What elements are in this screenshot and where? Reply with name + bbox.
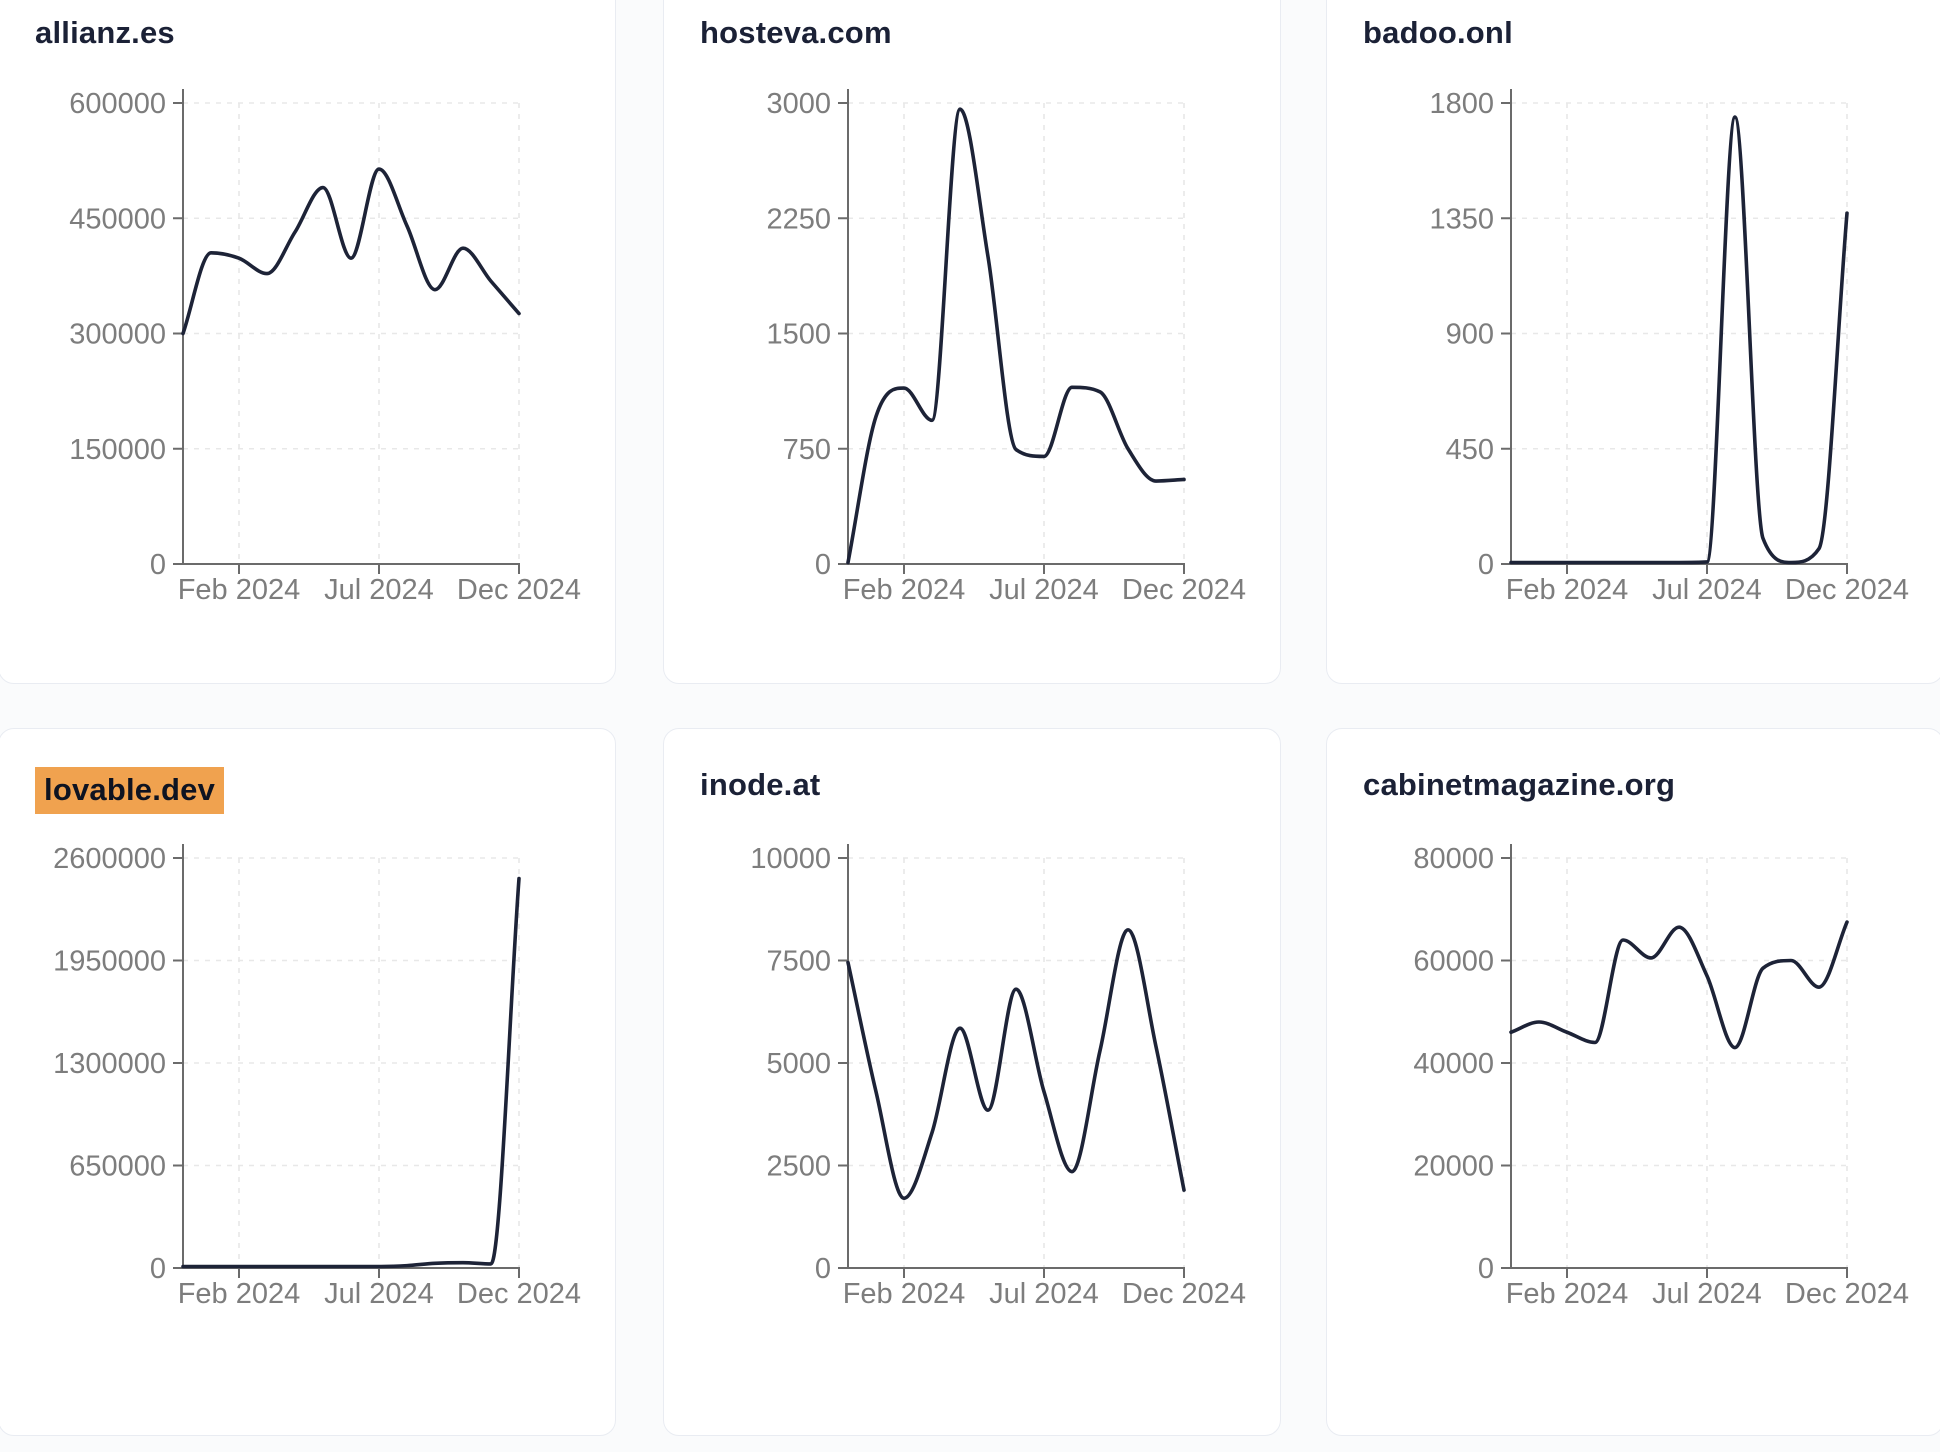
x-tick-label: Feb 2024 (178, 574, 301, 606)
trend-line (846, 927, 1186, 1201)
domain-title[interactable]: allianz.es (35, 15, 175, 51)
domain-card-cabinetmagazine: cabinetmagazine.org 0 20000 40000 60000 8000… (1326, 728, 1940, 1436)
y-tick-label: 10000 (750, 843, 831, 875)
y-tick-label: 40000 (1413, 1048, 1494, 1080)
y-tick-label: 0 (1478, 549, 1494, 581)
x-tick-label: Jul 2024 (1652, 574, 1762, 606)
traffic-line-chart: 0 450 900 1350 1800 Feb 2024 Jul 2024 Dec 2024 (1429, 88, 1909, 606)
domain-title[interactable]: inode.at (700, 767, 820, 803)
y-tick-label: 60000 (1413, 946, 1494, 978)
trend-line (1509, 920, 1849, 1050)
x-tick-label: Dec 2024 (1785, 1278, 1909, 1310)
y-tick-label: 80000 (1413, 843, 1494, 875)
x-tick-label: Dec 2024 (457, 574, 581, 606)
y-tick-label: 450 (1446, 434, 1494, 466)
y-tick-label: 7500 (766, 946, 831, 978)
domain-card-badoo: badoo.onl 0 450 900 1350 1800 Feb 2024 Jul 202… (1326, 0, 1940, 684)
y-tick-label: 600000 (69, 88, 166, 120)
domain-title[interactable]: cabinetmagazine.org (1363, 767, 1675, 803)
x-tick-label: Jul 2024 (989, 1278, 1099, 1310)
domain-title[interactable]: badoo.onl (1363, 15, 1513, 51)
y-tick-label: 0 (1478, 1253, 1494, 1285)
y-tick-label: 3000 (766, 88, 831, 120)
traffic-line-chart: 0 650000 1300000 1950000 2600000 Feb 2024 Jul … (53, 843, 581, 1310)
y-tick-label: 1800 (1429, 88, 1494, 120)
trend-line (1509, 115, 1849, 565)
y-tick-label: 2600000 (53, 843, 166, 875)
x-tick-label: Feb 2024 (178, 1278, 301, 1310)
domain-title-text: hosteva.com (700, 15, 892, 50)
y-tick-label: 450000 (69, 203, 166, 235)
domain-title-text: allianz.es (35, 15, 175, 50)
x-tick-label: Jul 2024 (1652, 1278, 1762, 1310)
domain-title-text: inode.at (700, 767, 821, 802)
domain-title-text: badoo.onl (1363, 15, 1513, 50)
y-tick-label: 1500 (766, 319, 831, 351)
x-tick-label: Dec 2024 (1122, 1278, 1246, 1310)
y-tick-label: 1350 (1429, 203, 1494, 235)
x-tick-label: Dec 2024 (1122, 574, 1246, 606)
x-tick-label: Dec 2024 (457, 1278, 581, 1310)
traffic-line-chart: 0 2500 5000 7500 10000 Feb 2024 Jul 2024 Dec 20… (750, 843, 1246, 1310)
y-tick-label: 650000 (69, 1151, 166, 1183)
x-tick-label: Feb 2024 (1506, 574, 1629, 606)
x-tick-label: Feb 2024 (843, 1278, 966, 1310)
domain-card-hosteva: hosteva.com 0 750 1500 2250 3000 Feb 2024 Jul … (663, 0, 1281, 684)
y-tick-label: 150000 (69, 434, 166, 466)
domain-title-text: cabinetmagazine.org (1363, 767, 1676, 802)
trend-line (846, 107, 1186, 565)
traffic-line-chart: 0 150000 300000 450000 600000 Feb 2024 Jul 202… (69, 88, 581, 606)
y-tick-label: 1300000 (53, 1048, 166, 1080)
x-tick-label: Feb 2024 (843, 574, 966, 606)
x-tick-label: Jul 2024 (989, 574, 1099, 606)
x-tick-label: Feb 2024 (1506, 1278, 1629, 1310)
y-tick-label: 2250 (766, 203, 831, 235)
x-tick-label: Jul 2024 (324, 1278, 434, 1310)
trend-line (181, 876, 521, 1269)
domain-title-text-highlighted: lovable.dev (35, 767, 225, 814)
domain-card-allianz: allianz.es 0 150000 300000 450000 600000 Feb … (0, 0, 616, 684)
y-tick-label: 2500 (766, 1151, 831, 1183)
x-tick-label: Dec 2024 (1785, 574, 1909, 606)
traffic-line-chart: 0 750 1500 2250 3000 Feb 2024 Jul 2024 Dec 2024 (766, 88, 1246, 606)
y-tick-label: 0 (815, 1253, 831, 1285)
y-tick-label: 5000 (766, 1048, 831, 1080)
x-tick-label: Jul 2024 (324, 574, 434, 606)
y-tick-label: 300000 (69, 319, 166, 351)
trend-line (181, 167, 521, 336)
y-tick-label: 900 (1446, 319, 1494, 351)
traffic-line-chart: 0 20000 40000 60000 80000 Feb 2024 Jul 2024 Dec… (1413, 843, 1909, 1310)
y-tick-label: 750 (783, 434, 831, 466)
y-tick-label: 0 (815, 549, 831, 581)
y-tick-label: 1950000 (53, 946, 166, 978)
domain-title[interactable]: hosteva.com (700, 15, 892, 51)
y-tick-label: 0 (150, 549, 166, 581)
domain-card-inode: inode.at 0 2500 5000 7500 10000 Feb 2024 Jul 2… (663, 728, 1281, 1436)
y-tick-label: 0 (150, 1253, 166, 1285)
y-tick-label: 20000 (1413, 1151, 1494, 1183)
domain-title[interactable]: lovable.dev (35, 767, 225, 814)
domain-card-lovable: lovable.dev 0 650000 1300000 1950000 2600000… (0, 728, 616, 1436)
